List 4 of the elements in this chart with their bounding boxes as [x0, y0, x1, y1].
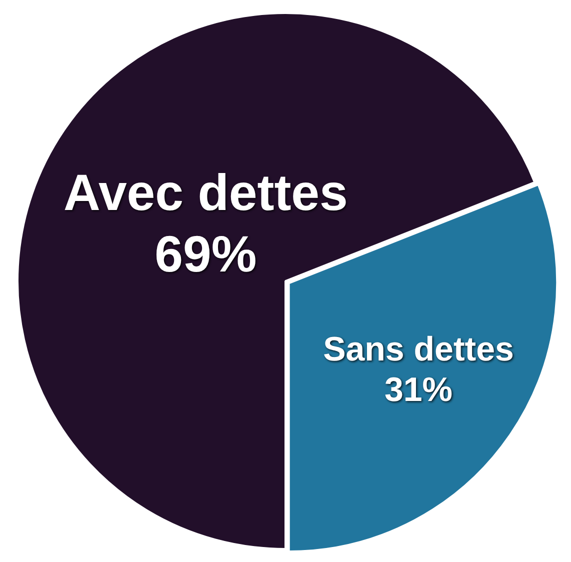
slice-label: Sans dettes — [323, 330, 514, 368]
data-label: 31% — [384, 371, 453, 410]
data-label: 69% — [154, 225, 257, 282]
slice-label: Avec dettes — [63, 164, 348, 222]
